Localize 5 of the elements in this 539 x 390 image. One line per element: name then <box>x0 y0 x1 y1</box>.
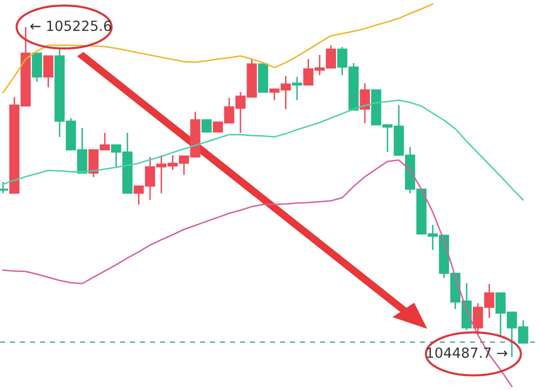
candlestick <box>202 119 212 132</box>
candlestick <box>43 55 54 88</box>
candlestick <box>292 76 302 101</box>
candlestick <box>360 82 370 124</box>
candlestick <box>32 52 42 83</box>
